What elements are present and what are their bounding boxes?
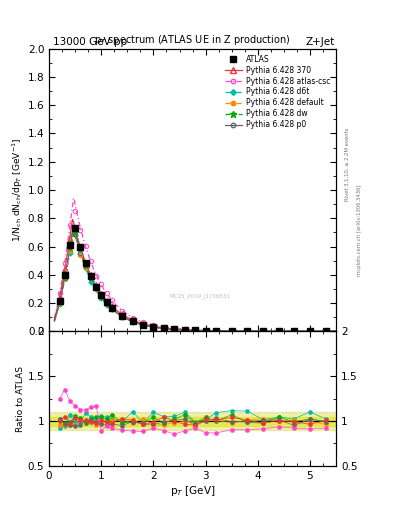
Text: 13000 GeV pp: 13000 GeV pp [53, 37, 127, 47]
Text: Rivet 3.1.10, ≥ 2.2M events: Rivet 3.1.10, ≥ 2.2M events [345, 127, 350, 201]
Y-axis label: 1/N$_{\rm ch}$ dN$_{\rm ch}$/dp$_T$ [GeV$^{-1}$]: 1/N$_{\rm ch}$ dN$_{\rm ch}$/dp$_T$ [GeV… [11, 138, 25, 242]
Title: p$_T$ spectrum (ATLAS UE in Z production): p$_T$ spectrum (ATLAS UE in Z production… [94, 33, 291, 47]
Text: MC15_2019_j1736531: MC15_2019_j1736531 [170, 293, 230, 299]
Text: Z+Jet: Z+Jet [306, 37, 335, 47]
X-axis label: p$_T$ [GeV]: p$_T$ [GeV] [170, 483, 215, 498]
Legend: ATLAS, Pythia 6.428 370, Pythia 6.428 atlas-csc, Pythia 6.428 d6t, Pythia 6.428 : ATLAS, Pythia 6.428 370, Pythia 6.428 at… [222, 52, 332, 132]
Y-axis label: Ratio to ATLAS: Ratio to ATLAS [16, 366, 25, 432]
Text: mcplots.cern.ch [arXiv:1306.3436]: mcplots.cern.ch [arXiv:1306.3436] [357, 185, 362, 276]
